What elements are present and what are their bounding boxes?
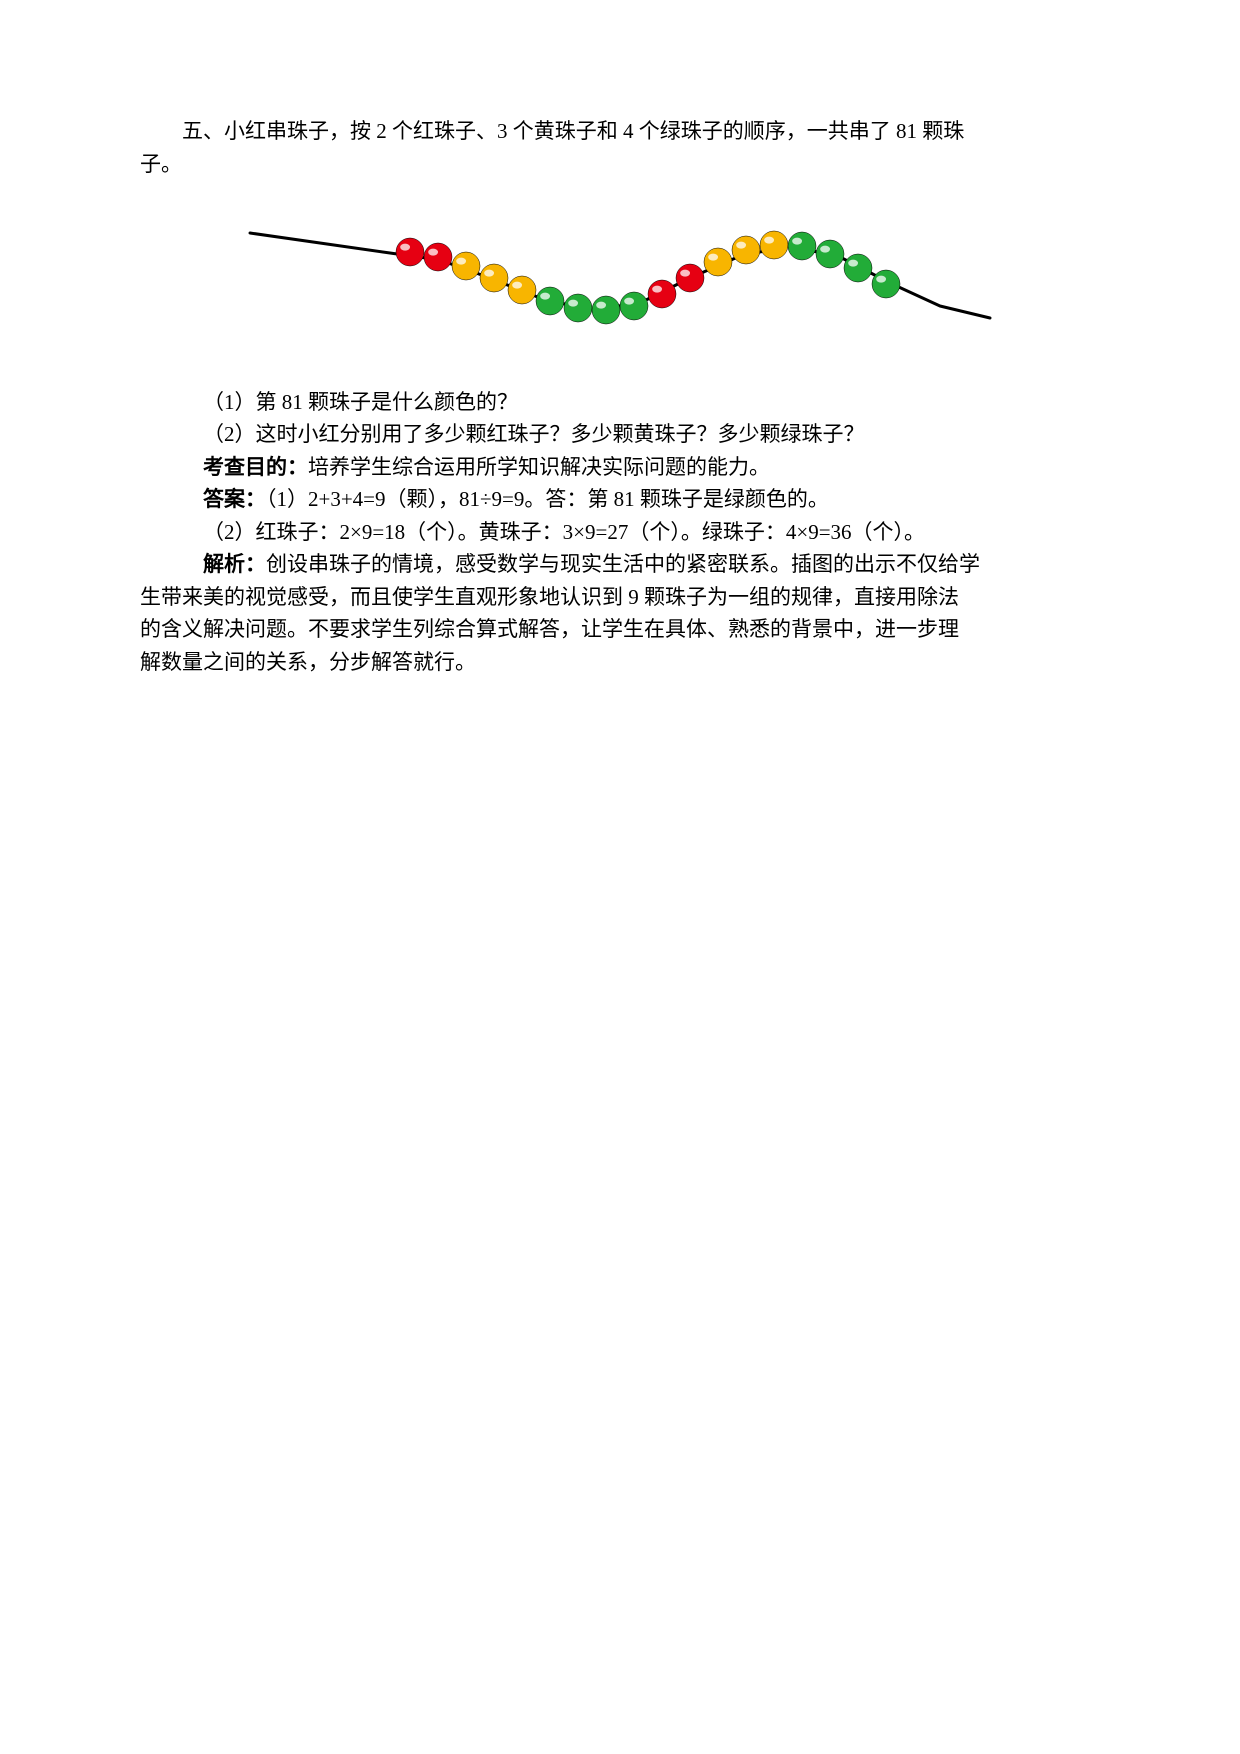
analysis-line-3: 的含义解决问题。不要求学生列综合算式解答，让学生在具体、熟悉的背景中，进一步理: [140, 613, 1100, 646]
purpose-label: 考查目的：: [203, 455, 308, 479]
answer-line-1: 答案：（1）2+3+4=9（颗），81÷9=9。答：第 81 颗珠子是绿颜色的。: [140, 483, 1100, 516]
purpose-text: 培养学生综合运用所学知识解决实际问题的能力。: [308, 455, 770, 479]
purpose-line: 考查目的：培养学生综合运用所学知识解决实际问题的能力。: [140, 451, 1100, 484]
answer-text-1: （1）2+3+4=9（颗），81÷9=9。答：第 81 颗珠子是绿颜色的。: [266, 487, 829, 511]
analysis-line-4: 解数量之间的关系，分步解答就行。: [140, 646, 1100, 679]
bead-string-illustration: [240, 198, 1000, 348]
analysis-line-2: 生带来美的视觉感受，而且使学生直观形象地认识到 9 颗珠子为一组的规律，直接用除…: [140, 581, 1100, 614]
document-page: 五、小红串珠子，按 2 个红珠子、3 个黄珠子和 4 个绿珠子的顺序，一共串了 …: [0, 0, 1240, 1754]
analysis-text-1: 创设串珠子的情境，感受数学与现实生活中的紧密联系。插图的出示不仅给学: [266, 552, 980, 576]
analysis-line-1: 解析：创设串珠子的情境，感受数学与现实生活中的紧密联系。插图的出示不仅给学: [140, 548, 1100, 581]
intro-line1: 五、小红串珠子，按 2 个红珠子、3 个黄珠子和 4 个绿珠子的顺序，一共串了 …: [140, 115, 1100, 148]
question-1: （1）第 81 颗珠子是什么颜色的？: [140, 386, 1100, 419]
intro-line2: 子。: [140, 148, 1100, 181]
question-2: （2）这时小红分别用了多少颗红珠子？多少颗黄珠子？多少颗绿珠子？: [140, 418, 1100, 451]
answer-line-2: （2）红珠子：2×9=18（个）。黄珠子：3×9=27（个）。绿珠子：4×9=3…: [140, 516, 1100, 549]
analysis-label: 解析：: [203, 552, 266, 576]
bead-figure: [140, 198, 1100, 358]
answer-label: 答案：: [203, 487, 266, 511]
